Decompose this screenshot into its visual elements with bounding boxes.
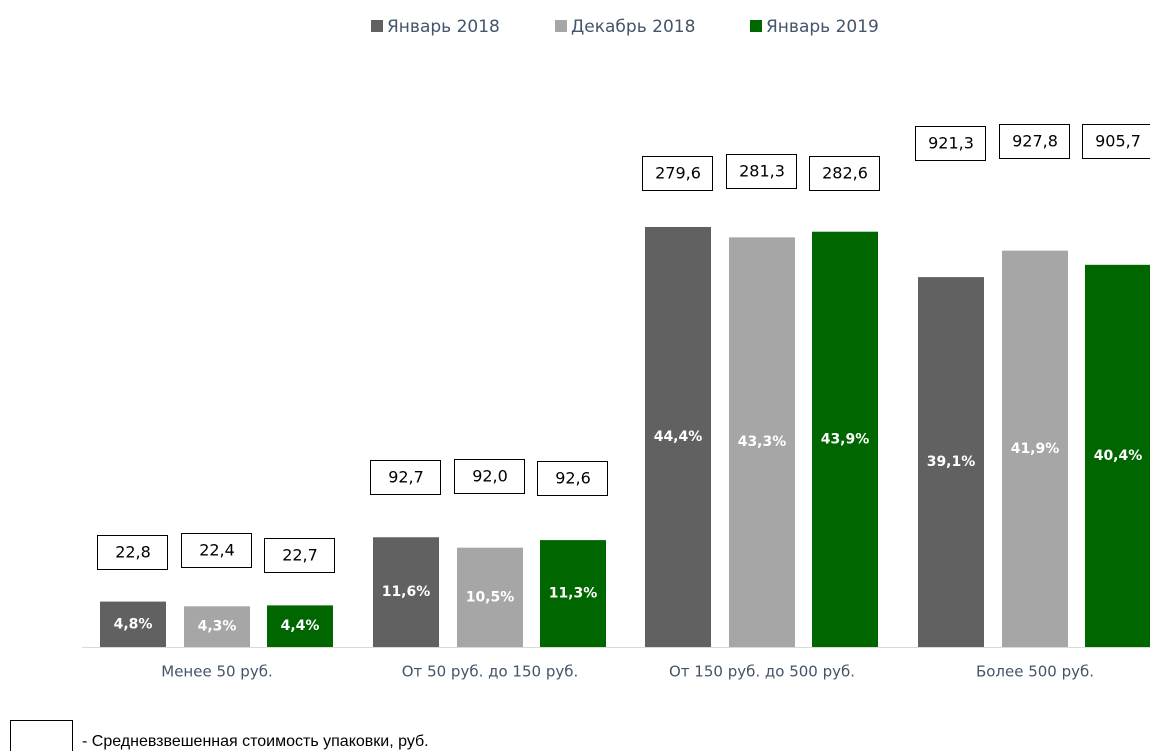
- price-box: [370, 460, 441, 495]
- bar: [812, 231, 878, 647]
- price-label: 92,6: [555, 469, 591, 488]
- x-tick-label: Более 500 руб.: [976, 663, 1094, 681]
- value-label: 39,1%: [927, 454, 976, 470]
- price-box: [642, 156, 713, 191]
- value-label: 4,3%: [198, 619, 237, 635]
- price-label: 92,7: [388, 468, 424, 487]
- legend-swatch: [371, 20, 383, 32]
- value-label: 11,6%: [382, 584, 431, 600]
- price-label: 22,7: [282, 546, 318, 565]
- bar: [373, 537, 439, 647]
- price-label: 22,4: [199, 541, 235, 560]
- value-label: 43,3%: [738, 434, 787, 450]
- price-box: [181, 533, 252, 568]
- price-label: 927,8: [1012, 132, 1058, 151]
- value-label: 10,5%: [466, 589, 515, 605]
- value-label: 41,9%: [1011, 441, 1060, 457]
- value-label: 44,4%: [654, 429, 703, 445]
- price-label: 279,6: [655, 164, 701, 183]
- legend-label: Январь 2018: [387, 17, 500, 37]
- x-tick-label: Менее 50 руб.: [161, 663, 272, 681]
- price-label: 905,7: [1095, 132, 1141, 151]
- x-tick-label: От 150 руб. до 500 руб.: [669, 663, 855, 681]
- value-label: 40,4%: [1094, 448, 1143, 464]
- price-box: [454, 459, 525, 494]
- price-box: [915, 126, 986, 161]
- price-box: [537, 461, 608, 496]
- price-label: 92,0: [472, 467, 508, 486]
- note-box: [10, 720, 73, 751]
- legend-label: Декабрь 2018: [571, 17, 695, 37]
- price-box: [809, 156, 880, 191]
- legend-swatch: [555, 20, 567, 32]
- bar: [729, 237, 795, 647]
- price-label: 921,3: [928, 134, 974, 153]
- legend-note: - Средневзвешенная стоимость упаковки, р…: [82, 733, 429, 750]
- price-box: [726, 154, 797, 189]
- price-label: 282,6: [822, 164, 868, 183]
- price-label: 22,8: [115, 543, 151, 562]
- price-box: [1082, 124, 1150, 159]
- bar: [1002, 250, 1068, 647]
- price-box: [999, 124, 1070, 159]
- price-box: [264, 538, 335, 573]
- price-label: 281,3: [739, 162, 785, 181]
- legend-label: Январь 2019: [766, 17, 879, 37]
- value-label: 43,9%: [821, 431, 870, 447]
- bar: [267, 605, 333, 647]
- bar: [100, 601, 166, 647]
- x-tick-label: От 50 руб. до 150 руб.: [402, 663, 578, 681]
- bar: [918, 277, 984, 647]
- bar: [457, 547, 523, 647]
- value-label: 11,3%: [549, 586, 598, 602]
- value-label: 4,4%: [281, 618, 320, 634]
- legend-swatch: [750, 20, 762, 32]
- bar: [1085, 264, 1150, 647]
- bar: [540, 540, 606, 647]
- bar: [184, 606, 250, 647]
- price-box: [97, 535, 168, 570]
- value-label: 4,8%: [114, 616, 153, 632]
- bar: [645, 226, 711, 647]
